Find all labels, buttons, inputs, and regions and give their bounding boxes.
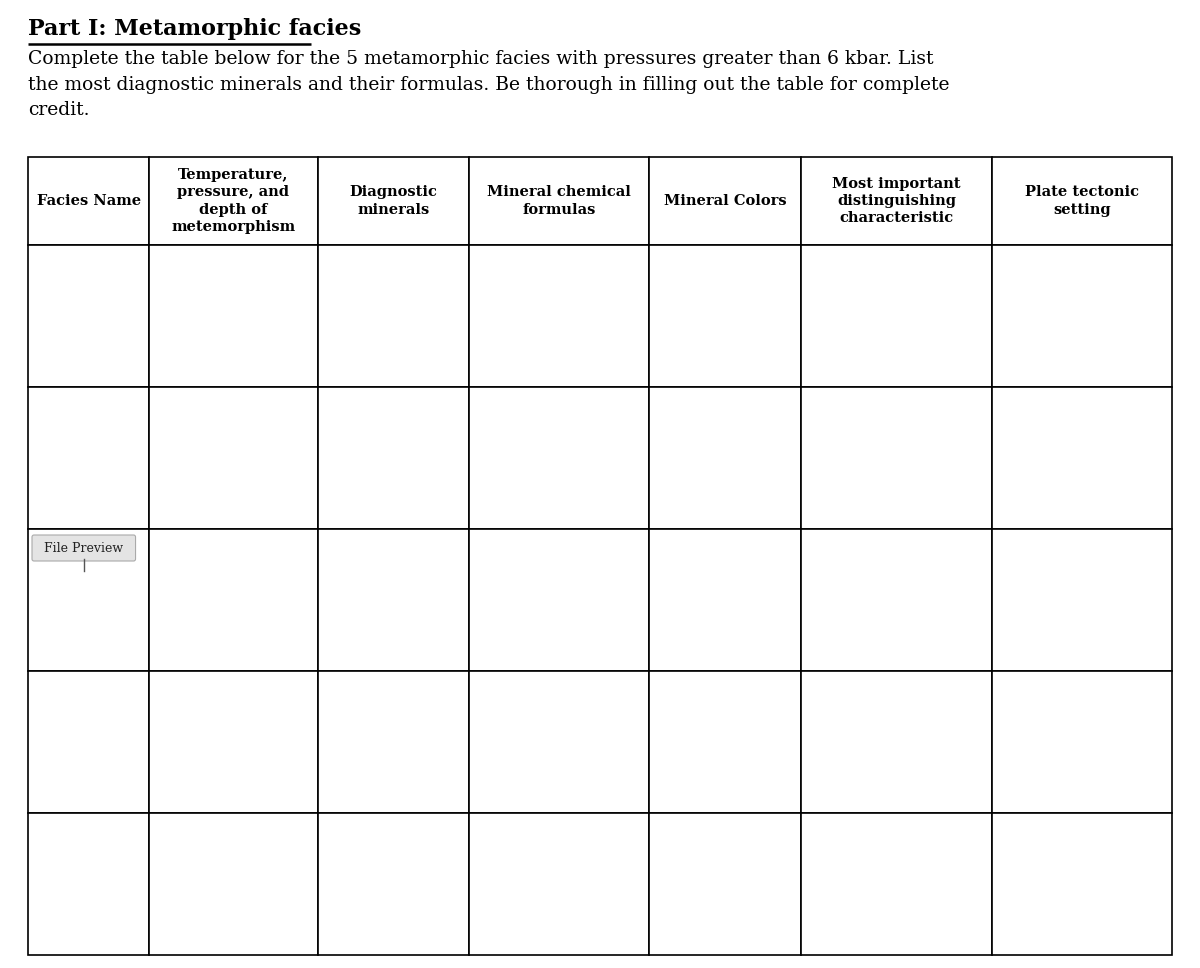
Bar [150, 529, 318, 671]
Bar [150, 245, 318, 387]
Bar [318, 529, 469, 671]
Text: Facies Name: Facies Name [37, 194, 140, 208]
Bar [318, 813, 469, 955]
Bar [992, 387, 1172, 529]
Bar [150, 813, 318, 955]
Text: Diagnostic
minerals: Diagnostic minerals [349, 185, 437, 217]
Bar [318, 387, 469, 529]
Bar [28, 245, 150, 387]
Bar [992, 157, 1172, 245]
Bar [992, 529, 1172, 671]
Bar [649, 671, 800, 813]
Bar [150, 157, 318, 245]
Bar [992, 813, 1172, 955]
Text: Part I: Metamorphic facies: Part I: Metamorphic facies [28, 18, 361, 40]
Bar [28, 671, 150, 813]
Bar [150, 671, 318, 813]
FancyBboxPatch shape [32, 535, 136, 561]
Bar [800, 529, 992, 671]
Bar [469, 387, 649, 529]
Text: Temperature,
pressure, and
depth of
metemorphism: Temperature, pressure, and depth of mete… [172, 168, 295, 234]
Bar [649, 813, 800, 955]
Bar [469, 671, 649, 813]
Bar [469, 245, 649, 387]
Bar [150, 387, 318, 529]
Bar [649, 387, 800, 529]
Text: Complete the table below for the 5 metamorphic facies with pressures greater tha: Complete the table below for the 5 metam… [28, 50, 949, 119]
Bar [800, 245, 992, 387]
Bar [800, 671, 992, 813]
Bar [469, 529, 649, 671]
Bar [469, 813, 649, 955]
Bar [800, 387, 992, 529]
Text: Most important
distinguishing
characteristic: Most important distinguishing characteri… [833, 177, 961, 226]
Text: Plate tectonic
setting: Plate tectonic setting [1025, 185, 1139, 217]
Bar [992, 245, 1172, 387]
Bar [649, 157, 800, 245]
Text: Mineral Colors: Mineral Colors [664, 194, 786, 208]
Bar [318, 671, 469, 813]
Bar [800, 157, 992, 245]
Text: File Preview: File Preview [44, 541, 124, 555]
Bar [469, 157, 649, 245]
Bar [28, 157, 150, 245]
Bar [318, 157, 469, 245]
Bar [318, 245, 469, 387]
Bar [992, 671, 1172, 813]
Bar [649, 529, 800, 671]
Bar [28, 813, 150, 955]
Bar [800, 813, 992, 955]
Bar [649, 245, 800, 387]
Bar [28, 529, 150, 671]
Bar [28, 387, 150, 529]
Text: Mineral chemical
formulas: Mineral chemical formulas [487, 185, 631, 217]
